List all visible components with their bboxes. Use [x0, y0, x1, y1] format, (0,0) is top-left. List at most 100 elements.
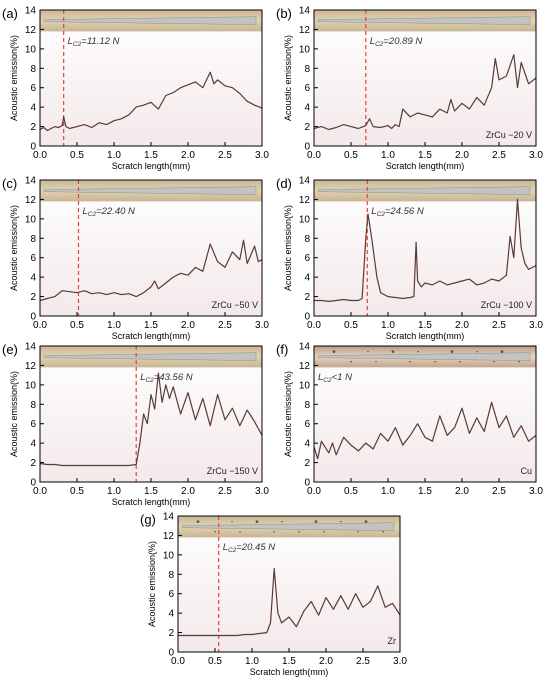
y-tick-label: 4	[304, 439, 310, 450]
track-spot	[367, 350, 369, 353]
y-tick-label: 2	[30, 458, 36, 469]
y-tick-label: 8	[304, 234, 310, 245]
x-tick-label: 2.0	[455, 150, 469, 161]
track-spot	[214, 530, 216, 533]
x-tick-label: 1.5	[418, 150, 432, 161]
acoustic-emission-line	[313, 54, 537, 131]
plot-background	[40, 346, 262, 482]
y-tick-label: 2	[168, 628, 174, 639]
track-spot	[357, 530, 359, 533]
x-tick-label: 0.5	[70, 486, 84, 497]
track-spot	[340, 520, 342, 523]
track-spot	[375, 360, 377, 363]
sample-label: Cu	[520, 466, 532, 476]
y-tick-label: 4	[168, 609, 174, 620]
x-tick-label: 2.0	[181, 150, 195, 161]
panel-b: 0.0 0.5 1.0 1.5 2.0 2.5 3.0 0 2 4 6 8 10 12 14 Scratch …	[276, 6, 543, 172]
sample-label: Zr	[388, 636, 397, 646]
y-tick-label: 10	[25, 214, 37, 225]
track-spot	[364, 520, 368, 524]
sample-label: ZrCu −20 V	[486, 130, 532, 140]
acoustic-emission-line	[178, 567, 401, 637]
x-axis-title: Scratch length(mm)	[112, 161, 191, 171]
y-tick-label: 0	[304, 478, 310, 489]
x-tick-label: 1.5	[144, 150, 158, 161]
y-tick-label: 2	[30, 292, 36, 303]
critical-load-label: LC2=20.45 N	[223, 542, 276, 554]
x-tick-label: 1.0	[107, 150, 121, 161]
panel-label: (a)	[2, 6, 18, 21]
y-tick-label: 8	[168, 570, 174, 581]
panel-label: (b)	[276, 6, 292, 21]
y-tick-label: 8	[30, 234, 36, 245]
track-spot	[350, 360, 352, 363]
x-tick-label: 1.0	[107, 320, 121, 331]
panel-d: 0.0 0.5 1.0 1.5 2.0 2.5 3.0 0 2 4 6 8 10 12 14 Scratch …	[276, 176, 543, 342]
x-tick-label: 2.5	[356, 656, 370, 667]
y-tick-label: 10	[25, 380, 37, 391]
x-tick-label: 0.5	[70, 320, 84, 331]
track-spot	[239, 530, 241, 533]
critical-load-label: LC2<1 N	[318, 372, 352, 384]
y-tick-label: 2	[304, 122, 310, 133]
scratch-groove	[43, 16, 257, 25]
y-tick-label: 10	[299, 44, 311, 55]
x-tick-label: 3.0	[393, 656, 407, 667]
track-spot	[281, 520, 283, 523]
y-tick-label: 12	[299, 25, 311, 36]
x-tick-label: 1.5	[282, 656, 296, 667]
panel-g: 0.0 0.5 1.0 1.5 2.0 2.5 3.0 0 2 4 6 8 10 12 14 Scratch …	[140, 512, 407, 678]
x-tick-label: 2.0	[455, 486, 469, 497]
x-tick-label: 1.5	[418, 486, 432, 497]
track-spot	[382, 530, 384, 533]
x-tick-label: 0.5	[344, 486, 358, 497]
track-spot	[434, 360, 436, 363]
sample-label: ZrCu −100 V	[481, 300, 532, 310]
x-tick-label: 2.5	[492, 150, 506, 161]
y-axis-title: Acoustic emission(%)	[147, 541, 157, 627]
x-tick-label: 0.5	[208, 656, 222, 667]
plot-background	[40, 10, 262, 146]
y-tick-label: 4	[30, 439, 36, 450]
track-spot	[518, 360, 520, 363]
y-tick-label: 4	[304, 103, 310, 114]
y-axis-title: Acoustic emission(%)	[9, 35, 19, 121]
track-spot	[323, 530, 325, 533]
y-tick-label: 14	[25, 6, 37, 17]
x-tick-label: 2.5	[492, 320, 506, 331]
track-spot	[255, 520, 259, 524]
track-spot	[500, 350, 504, 354]
y-tick-label: 0	[30, 478, 36, 489]
critical-load-label: LC2=11.12 N	[68, 36, 120, 48]
x-tick-label: 1.0	[245, 656, 259, 667]
x-tick-label: 2.0	[181, 320, 195, 331]
x-tick-label: 0.0	[307, 320, 321, 331]
y-tick-label: 2	[304, 292, 310, 303]
y-tick-label: 8	[30, 400, 36, 411]
x-tick-label: 0.0	[171, 656, 185, 667]
x-tick-label: 3.0	[255, 486, 269, 497]
x-tick-label: 0.0	[33, 486, 47, 497]
track-spot	[459, 360, 461, 363]
x-axis-title: Scratch length(mm)	[386, 161, 465, 171]
sample-label: ZrCu −150 V	[207, 466, 258, 476]
track-spot	[493, 360, 495, 363]
y-tick-label: 0	[30, 142, 36, 153]
plot-background	[178, 516, 400, 652]
acoustic-emission-line	[39, 372, 263, 467]
y-tick-label: 6	[30, 253, 36, 264]
acoustic-emission-line	[314, 198, 537, 302]
y-axis-title: Acoustic emission(%)	[283, 371, 293, 457]
y-tick-label: 8	[304, 64, 310, 75]
x-axis-title: Scratch length(mm)	[250, 667, 329, 677]
y-tick-label: 12	[299, 195, 311, 206]
y-tick-label: 2	[304, 458, 310, 469]
x-tick-label: 2.0	[181, 486, 195, 497]
x-tick-label: 2.5	[218, 486, 232, 497]
acoustic-emission-line	[313, 401, 537, 460]
track-spot	[391, 350, 395, 354]
critical-load-label: LC2=24.56 N	[371, 206, 424, 218]
x-tick-label: 3.0	[529, 486, 543, 497]
y-tick-label: 10	[299, 380, 311, 391]
